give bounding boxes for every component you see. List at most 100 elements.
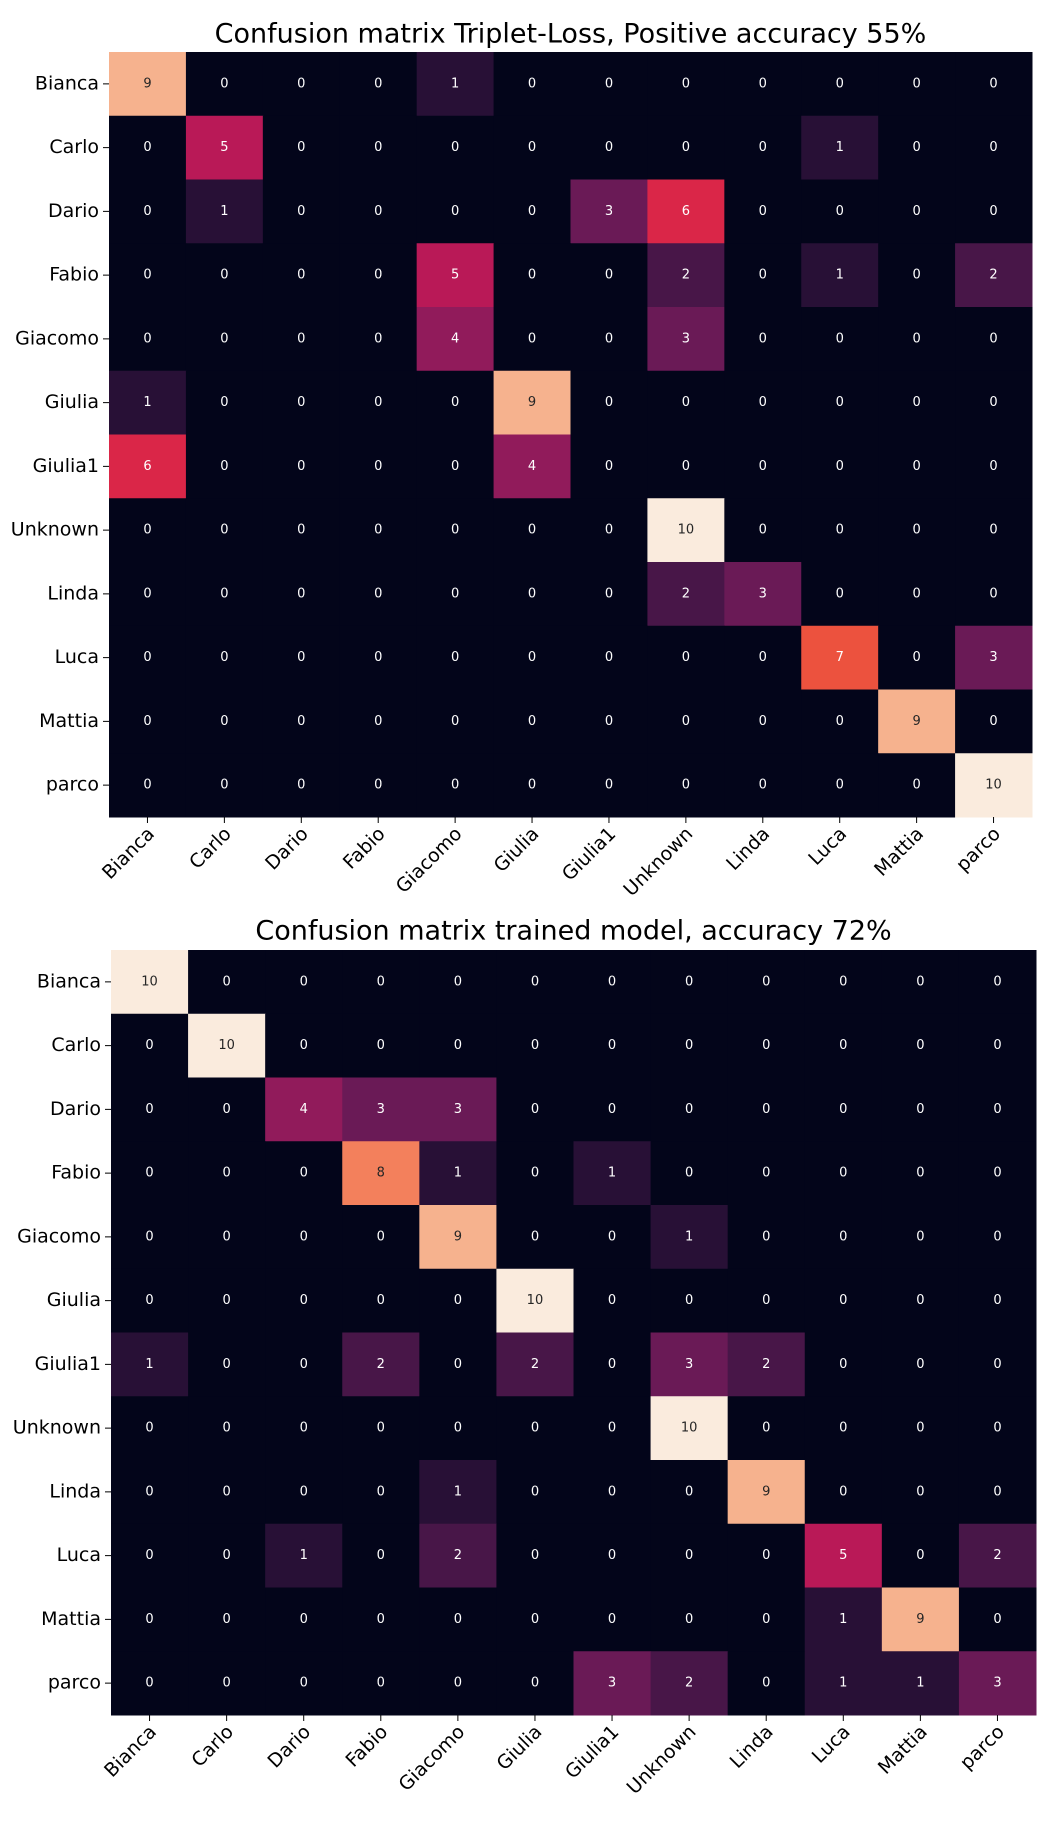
cell [881,950,960,1015]
cell [419,1651,497,1716]
cell-label: 0 [762,1293,770,1308]
cell [496,1141,574,1206]
cell-label: 0 [528,714,536,729]
cell [881,1141,960,1206]
cell-label: 5 [839,1548,847,1563]
cell-label: 2 [989,268,997,283]
cell [493,115,571,180]
cell [570,243,648,308]
cell [339,307,418,372]
cell [109,52,187,117]
cell-label: 0 [297,204,305,219]
cell-label: 0 [685,1612,693,1627]
cell-label: 0 [145,1102,153,1117]
cell-label: 10 [678,523,695,538]
cell-label: 0 [454,1612,462,1627]
cell [493,562,571,627]
cell [185,115,264,180]
cell [109,753,187,818]
cell-label: 0 [762,1229,770,1244]
cell-label: 0 [374,268,382,283]
cell-label: 0 [605,650,613,665]
cell-label: 0 [297,459,305,474]
cell-label: 1 [839,1676,847,1691]
cell-label: 1 [451,76,459,91]
cell [650,950,729,1015]
cell-label: 0 [374,650,382,665]
cell-label: 0 [685,1293,693,1308]
cell [339,52,418,117]
cell-label: 0 [762,1548,770,1563]
cell-label: 0 [374,459,382,474]
cell-label: 0 [608,1484,616,1499]
x-tick-label: Luca [804,823,851,870]
cell-label: 0 [374,714,382,729]
cell [111,1651,189,1716]
y-tick-label: Giacomo [17,1225,101,1247]
cell-label: 0 [836,778,844,793]
cell-label: 0 [222,1548,230,1563]
cell-label: 0 [531,1484,539,1499]
cell-label: 0 [993,1612,1001,1627]
x-tick-label: Linda [726,1721,778,1773]
cell [801,625,879,690]
cell-label: 0 [528,331,536,346]
cell [342,1651,420,1716]
cell-label: 1 [454,1166,462,1181]
cell [958,1077,1037,1142]
cell-label: 0 [528,778,536,793]
cell [262,179,341,244]
cell-label: 0 [605,140,613,155]
cell-label: 0 [222,1293,230,1308]
cell-label: 0 [220,331,228,346]
cell [573,1205,652,1270]
cell [804,1013,883,1078]
cell-label: 0 [993,974,1001,989]
cell-label: 0 [451,459,459,474]
cell-label: 0 [839,974,847,989]
cell-label: 0 [839,1357,847,1372]
cell [573,1268,652,1333]
cell [724,179,802,244]
cell [570,307,648,372]
cell-label: 0 [836,459,844,474]
cell [262,498,341,563]
cell-label: 0 [762,1421,770,1436]
cell [570,498,648,563]
cell [727,1587,806,1652]
cell [878,562,956,627]
cell [493,689,571,754]
x-tick-label: parco [956,1721,1009,1774]
cell-label: 0 [916,1229,924,1244]
cell [109,434,187,499]
cell-label: 0 [993,1293,1001,1308]
cell-label: 0 [377,1038,385,1053]
cell-label: 0 [220,778,228,793]
cell [262,625,341,690]
cell [955,307,1033,372]
cell [496,1460,574,1525]
cell [724,243,802,308]
cell-label: 0 [297,395,305,410]
cell [955,625,1033,690]
cell-label: 0 [836,586,844,601]
cell-label: 0 [608,1102,616,1117]
cell [262,689,341,754]
y-tick-label: Mattia [41,1608,101,1630]
cell [955,562,1033,627]
cell-label: 0 [916,1421,924,1436]
cell [727,1077,806,1142]
cell-label: 4 [451,331,459,346]
cell [188,1141,266,1206]
cell-label: 0 [912,395,920,410]
cell [496,1523,574,1588]
cell-label: 0 [759,76,767,91]
cell [342,1523,420,1588]
cell [416,115,495,180]
cell [111,1141,189,1206]
cell-label: 0 [220,523,228,538]
cell [878,179,956,244]
cell [496,1013,574,1078]
cell-label: 0 [912,523,920,538]
cell-label: 0 [912,778,920,793]
